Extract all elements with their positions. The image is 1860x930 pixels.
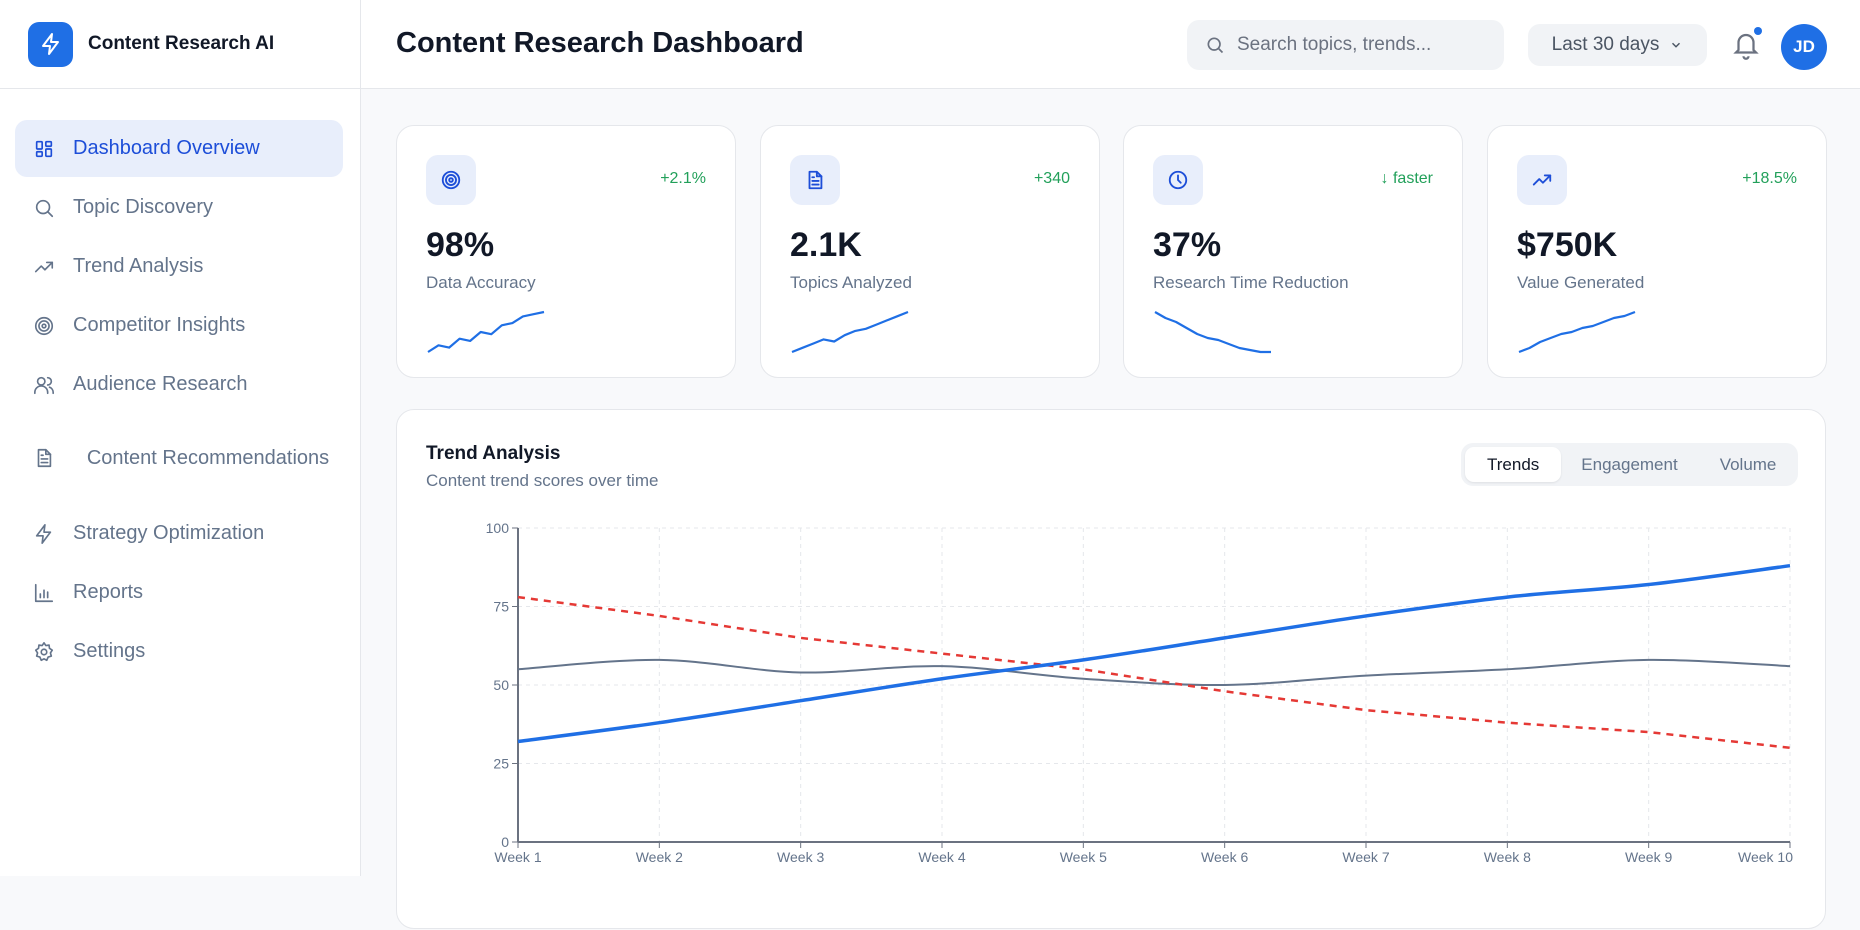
target-icon	[34, 316, 54, 335]
search-input[interactable]	[1237, 34, 1497, 56]
stat-delta: +2.1%	[660, 170, 706, 187]
y-tick-label: 75	[493, 599, 509, 615]
search-icon	[1207, 37, 1224, 54]
sidebar-item-dashboard-overview[interactable]: Dashboard Overview	[15, 120, 343, 177]
document-icon	[37, 448, 52, 468]
gear-icon	[34, 641, 54, 661]
trend-analysis-panel: Trend Analysis Content trend scores over…	[396, 409, 1826, 929]
notification-dot	[1754, 27, 1762, 35]
x-tick-label: Week 2	[636, 849, 683, 865]
chart-tabs: Trends Engagement Volume	[1461, 443, 1798, 486]
series-line-3	[517, 595, 1791, 750]
tab-trends[interactable]: Trends	[1465, 447, 1562, 482]
stat-delta: +18.5%	[1742, 170, 1797, 187]
chevron-down-icon	[1672, 42, 1681, 48]
stat-delta: +340	[1033, 170, 1070, 187]
x-tick-label: Week 8	[1484, 849, 1531, 865]
y-tick-label: 50	[493, 677, 509, 693]
sparkline	[1518, 310, 1636, 354]
app-name: Content Research AI	[88, 33, 275, 54]
sidebar-item-topic-discovery[interactable]: Topic Discovery	[15, 179, 343, 236]
sidebar-item-settings[interactable]: Settings	[15, 623, 343, 680]
trending-up-icon	[1517, 155, 1567, 205]
search-box[interactable]	[1187, 20, 1504, 70]
sidebar-item-content-recommendations[interactable]: Content Recommendations	[15, 418, 343, 498]
target-icon	[426, 155, 476, 205]
x-tick-label: Week 9	[1625, 849, 1672, 865]
lightning-icon	[35, 523, 52, 544]
page-title: Content Research Dashboard	[396, 27, 804, 59]
bell-icon[interactable]	[1731, 28, 1761, 62]
stat-label: Research Time Reduction	[1153, 273, 1349, 292]
document-icon	[790, 155, 840, 205]
users-icon	[34, 376, 54, 394]
clock-icon	[1153, 155, 1203, 205]
series-line-2	[517, 658, 1791, 687]
stat-card-research-time-reduction: ↓ faster 37% Research Time Reduction	[1123, 125, 1463, 378]
sidebar-item-audience-research[interactable]: Audience Research	[15, 356, 343, 413]
stat-value: 98%	[426, 226, 495, 264]
sidebar-item-label: Settings	[73, 640, 146, 662]
stat-card-topics-analyzed: +340 2.1K Topics Analyzed	[760, 125, 1100, 378]
sidebar-item-label: Reports	[73, 581, 144, 603]
sidebar-item-strategy-optimization[interactable]: Strategy Optimization	[15, 505, 343, 562]
tab-volume[interactable]: Volume	[1719, 454, 1777, 474]
sidebar-item-reports[interactable]: Reports	[15, 564, 343, 621]
y-tick-label: 100	[486, 520, 510, 536]
sparkline-path	[427, 310, 545, 353]
sparkline	[791, 310, 909, 354]
stat-value: 37%	[1153, 226, 1222, 264]
header: Content Research Dashboard Last 30 days …	[361, 0, 1860, 89]
sidebar-item-label: Content Recommendations	[86, 447, 330, 469]
x-tick-label: Week 4	[918, 849, 965, 865]
date-range-label: Last 30 days	[1551, 34, 1660, 55]
stat-label: Value Generated	[1517, 273, 1645, 292]
sidebar-item-label: Dashboard Overview	[73, 137, 260, 159]
stat-card-value-generated: +18.5% $750K Value Generated	[1487, 125, 1827, 378]
stat-delta: ↓ faster	[1380, 170, 1433, 187]
x-tick-label: Week 6	[1201, 849, 1248, 865]
sidebar-item-trend-analysis[interactable]: Trend Analysis	[15, 238, 343, 295]
x-tick-label: Week 10	[1738, 849, 1793, 865]
sidebar: Content Research AI Dashboard Overview To…	[0, 0, 361, 876]
sparkline	[1154, 311, 1271, 354]
date-range-dropdown[interactable]: Last 30 days	[1528, 24, 1707, 66]
y-tick-label: 0	[501, 834, 509, 850]
trend-chart: 0 25 50 75 100 Week 1 Week 2 Week 3 Week 4 Week 5…	[486, 520, 1794, 865]
x-tick-label: Week 1	[494, 849, 541, 865]
panel-title: Trend Analysis	[426, 443, 561, 464]
stat-label: Topics Analyzed	[790, 273, 912, 292]
sidebar-item-label: Competitor Insights	[73, 314, 246, 336]
sparkline-path	[1518, 310, 1636, 354]
panel-subtitle: Content trend scores over time	[426, 471, 659, 490]
search-icon	[35, 199, 54, 217]
y-tick-label: 25	[493, 756, 509, 772]
bar-chart-icon	[34, 583, 54, 602]
lightning-icon	[28, 21, 73, 67]
x-tick-label: Week 3	[777, 849, 824, 865]
sparkline	[427, 310, 545, 353]
sidebar-item-label: Audience Research	[73, 373, 248, 395]
stat-card-data-accuracy: +2.1% 98% Data Accuracy	[396, 125, 736, 378]
sparkline-path	[791, 310, 909, 354]
sidebar-item-label: Strategy Optimization	[73, 522, 265, 544]
brand: Content Research AI	[0, 0, 360, 89]
sparkline-path	[1154, 311, 1271, 354]
avatar[interactable]: JD	[1781, 24, 1827, 70]
tab-engagement[interactable]: Engagement	[1581, 454, 1678, 474]
sidebar-item-label: Topic Discovery	[73, 196, 214, 218]
dashboard-grid-icon	[35, 140, 53, 157]
stat-value: $750K	[1517, 226, 1618, 264]
sidebar-item-competitor-insights[interactable]: Competitor Insights	[15, 297, 343, 354]
x-tick-label: Week 5	[1060, 849, 1107, 865]
x-tick-label: Week 7	[1342, 849, 1389, 865]
stat-label: Data Accuracy	[426, 273, 536, 292]
trending-up-icon	[34, 261, 54, 272]
sidebar-item-label: Trend Analysis	[73, 255, 204, 277]
stat-value: 2.1K	[790, 226, 862, 264]
series-line-1	[517, 563, 1791, 744]
